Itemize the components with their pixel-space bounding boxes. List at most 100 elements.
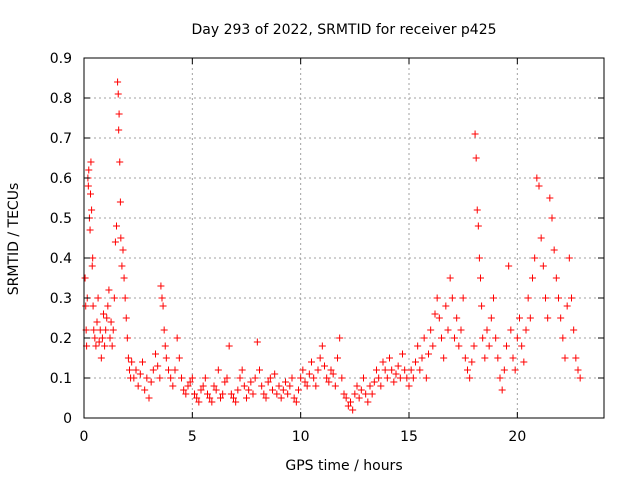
data-point bbox=[297, 374, 305, 382]
data-point bbox=[414, 342, 422, 350]
data-point bbox=[147, 378, 155, 386]
data-point bbox=[165, 366, 172, 374]
data-point bbox=[116, 158, 124, 166]
data-point bbox=[576, 374, 584, 382]
tick-labels: 0 0.1 0.2 0.3 0.4 0.5 0.6 0.7 0.8 0.9 0 5 10 15 20 bbox=[50, 51, 527, 445]
data-point bbox=[490, 294, 497, 302]
data-point bbox=[103, 314, 111, 322]
data-point bbox=[107, 318, 115, 326]
data-point bbox=[273, 390, 281, 398]
data-point bbox=[351, 390, 359, 398]
data-point bbox=[451, 334, 458, 342]
data-point bbox=[286, 382, 294, 390]
data-point bbox=[84, 182, 92, 190]
x-tick-label: 0 bbox=[80, 429, 89, 445]
data-point bbox=[178, 374, 185, 382]
data-point bbox=[327, 366, 335, 374]
data-point bbox=[193, 394, 201, 402]
data-point bbox=[422, 374, 430, 382]
data-point bbox=[503, 342, 510, 350]
data-point bbox=[234, 386, 242, 394]
data-point bbox=[277, 394, 285, 402]
data-point bbox=[407, 366, 415, 374]
data-point bbox=[120, 274, 128, 282]
data-point bbox=[227, 390, 235, 398]
data-point bbox=[479, 334, 487, 342]
data-point bbox=[485, 342, 493, 350]
data-point bbox=[500, 366, 508, 374]
data-point bbox=[251, 374, 259, 382]
data-point bbox=[282, 378, 289, 386]
data-point bbox=[312, 382, 320, 390]
data-point bbox=[271, 370, 279, 378]
data-point bbox=[82, 302, 90, 310]
data-point bbox=[114, 90, 122, 98]
data-point bbox=[362, 390, 370, 398]
data-point bbox=[214, 366, 222, 374]
data-point bbox=[95, 338, 103, 346]
data-point bbox=[511, 366, 519, 374]
data-point bbox=[284, 390, 292, 398]
data-point bbox=[473, 206, 481, 214]
data-point bbox=[321, 362, 328, 370]
data-point bbox=[236, 374, 244, 382]
data-point bbox=[119, 246, 127, 254]
data-point bbox=[405, 382, 413, 390]
data-point bbox=[102, 326, 110, 334]
data-point bbox=[565, 254, 573, 262]
data-point bbox=[180, 386, 188, 394]
data-point bbox=[230, 394, 237, 402]
y-tick-label: 0.6 bbox=[50, 171, 72, 187]
data-point bbox=[461, 354, 469, 362]
data-point bbox=[329, 370, 337, 378]
data-point bbox=[379, 358, 387, 366]
y-axis-label: SRMTID / TECUs bbox=[6, 183, 22, 296]
data-point bbox=[518, 342, 526, 350]
data-point bbox=[316, 354, 324, 362]
data-point bbox=[412, 358, 419, 366]
y-tick-label: 0.2 bbox=[50, 331, 72, 347]
data-point bbox=[572, 354, 580, 362]
data-point bbox=[86, 226, 94, 234]
data-point bbox=[544, 314, 552, 322]
y-tick-label: 0 bbox=[63, 411, 72, 427]
data-point bbox=[173, 334, 181, 342]
data-point bbox=[537, 234, 545, 242]
data-point bbox=[418, 354, 426, 362]
data-point bbox=[305, 370, 313, 378]
data-point bbox=[526, 314, 534, 322]
data-point bbox=[435, 314, 443, 322]
data-point bbox=[108, 342, 116, 350]
data-point bbox=[238, 366, 246, 374]
data-point bbox=[245, 386, 253, 394]
data-point bbox=[392, 370, 400, 378]
data-point bbox=[123, 334, 131, 342]
data-point bbox=[318, 342, 326, 350]
y-tick-label: 0.7 bbox=[50, 131, 72, 147]
data-point bbox=[219, 390, 227, 398]
data-point bbox=[522, 326, 530, 334]
data-point bbox=[475, 254, 483, 262]
data-point bbox=[377, 382, 385, 390]
data-point bbox=[520, 358, 528, 366]
data-point bbox=[118, 262, 126, 270]
data-point bbox=[212, 386, 220, 394]
x-tick-label: 15 bbox=[400, 429, 418, 445]
data-point bbox=[188, 374, 196, 382]
data-point bbox=[303, 382, 311, 390]
data-point bbox=[98, 334, 106, 342]
data-point bbox=[110, 294, 118, 302]
data-point bbox=[440, 354, 448, 362]
data-point bbox=[269, 386, 276, 394]
data-point bbox=[535, 182, 543, 190]
data-point bbox=[516, 314, 523, 322]
data-point bbox=[427, 326, 435, 334]
data-point bbox=[505, 262, 513, 270]
data-point bbox=[161, 342, 169, 350]
data-point bbox=[310, 374, 318, 382]
data-point bbox=[195, 398, 203, 406]
data-point bbox=[524, 294, 532, 302]
data-point bbox=[477, 274, 484, 282]
y-tick-label: 0.8 bbox=[50, 91, 72, 107]
data-point bbox=[334, 354, 341, 362]
